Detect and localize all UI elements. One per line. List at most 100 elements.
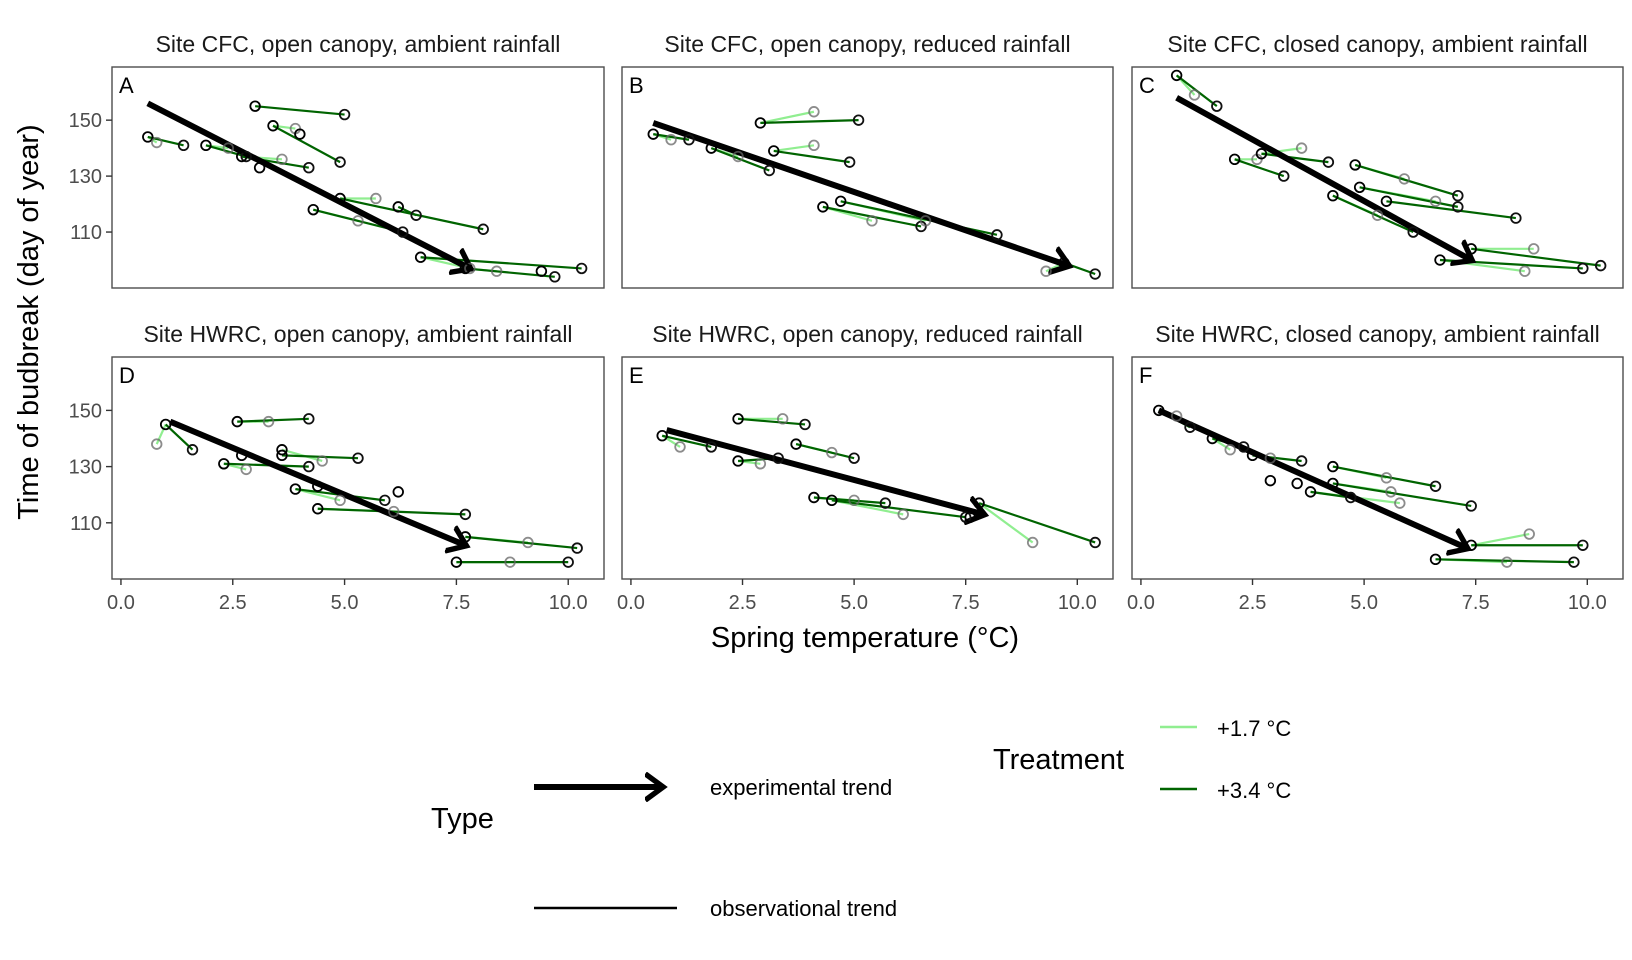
x-tick-label: 10.0 xyxy=(1058,592,1097,614)
data-point xyxy=(464,262,476,275)
trend-line-plus-3-4 xyxy=(831,499,966,519)
data-point xyxy=(459,262,472,275)
trend-line-plus-3-4 xyxy=(1386,200,1517,220)
data-point xyxy=(754,117,767,129)
y-tick-label: 110 xyxy=(70,513,102,535)
data-point xyxy=(459,508,472,521)
y-tick-label: 150 xyxy=(69,110,102,132)
data-point xyxy=(535,265,548,277)
data-point xyxy=(151,136,163,149)
data-point xyxy=(848,494,860,507)
data-point xyxy=(817,201,829,213)
y-axis-title: Time of budbreak (day of year) xyxy=(13,124,45,519)
data-point xyxy=(1465,539,1477,551)
trend-line-plus-1-7 xyxy=(1261,147,1302,155)
data-point xyxy=(504,556,516,568)
data-point xyxy=(316,455,328,467)
trend-line-plus-3-4 xyxy=(1471,247,1601,267)
legend-treatment-title: Treatment xyxy=(993,744,1124,776)
data-point xyxy=(334,494,346,507)
data-point xyxy=(1327,460,1339,473)
data-point xyxy=(772,452,784,464)
data-point xyxy=(334,192,346,205)
data-point xyxy=(732,455,744,467)
panel-b: Site CFC, open canopy, reduced rainfall B xyxy=(621,31,1114,289)
data-point xyxy=(307,203,319,216)
data-point xyxy=(294,128,306,140)
data-point xyxy=(151,438,163,450)
y-tick-label: 130 xyxy=(69,457,102,479)
data-point xyxy=(1385,486,1397,498)
data-point xyxy=(1398,173,1410,185)
panel-e-letter: E xyxy=(629,363,644,388)
panel-c: Site CFC, closed canopy, ambient rainfal… xyxy=(1131,31,1624,289)
data-point xyxy=(1345,491,1357,504)
trend-line-plus-1-7 xyxy=(661,434,681,448)
y-tick-label: 110 xyxy=(70,222,102,244)
experimental-trend-arrow xyxy=(1157,407,1467,548)
x-tick-label: 0.0 xyxy=(617,592,645,614)
data-point xyxy=(218,458,230,470)
legend-type-title: Type xyxy=(431,803,494,835)
data-point xyxy=(991,229,1003,241)
data-point xyxy=(768,145,780,157)
data-point xyxy=(222,142,234,154)
y-tick-label: 150 xyxy=(69,400,102,422)
data-point xyxy=(1528,243,1540,255)
data-point xyxy=(732,413,744,425)
data-point xyxy=(879,497,892,509)
trend-line-plus-3-4 xyxy=(773,149,850,164)
trend-line-plus-3-4 xyxy=(1261,152,1329,164)
experimental-trend-arrow xyxy=(665,427,984,514)
data-point xyxy=(835,195,847,207)
data-point xyxy=(410,209,422,221)
data-point xyxy=(1429,553,1442,566)
panel-b-letter: B xyxy=(629,73,644,98)
data-point xyxy=(392,486,404,498)
data-point xyxy=(919,215,932,227)
trend-line-plus-3-4 xyxy=(653,133,690,141)
x-tick-label: 5.0 xyxy=(1350,592,1378,614)
data-point xyxy=(960,511,972,523)
experimental-trend-arrow xyxy=(652,120,1068,266)
trend-line-plus-3-4 xyxy=(710,147,770,172)
data-point xyxy=(312,480,324,492)
data-point xyxy=(1349,159,1361,171)
x-axis-title: Spring temperature (°C) xyxy=(711,622,1019,654)
data-point xyxy=(799,418,811,431)
data-point xyxy=(1371,209,1384,221)
trend-line-plus-3-4 xyxy=(164,423,194,451)
data-point xyxy=(1170,410,1183,422)
data-point xyxy=(763,164,776,177)
panel-e: Site HWRC, open canopy, reduced rainfall… xyxy=(617,321,1114,614)
data-point xyxy=(790,438,802,450)
data-point xyxy=(1519,265,1531,277)
data-point xyxy=(200,139,212,152)
data-point xyxy=(575,262,588,275)
data-point xyxy=(1304,486,1317,498)
data-point xyxy=(866,215,878,227)
x-tick-label: 5.0 xyxy=(331,592,359,614)
data-point xyxy=(705,142,717,154)
data-point xyxy=(1452,189,1464,202)
legend-label-plus-1-7: +1.7 °C xyxy=(1217,716,1291,741)
data-point xyxy=(1523,528,1535,540)
experimental-trend-arrow xyxy=(1175,95,1472,260)
trend-line-plus-3-4 xyxy=(1435,558,1574,564)
panel-b-title: Site CFC, open canopy, reduced rainfall xyxy=(664,31,1070,57)
data-point xyxy=(414,251,427,263)
data-point xyxy=(754,458,767,470)
data-point xyxy=(562,556,574,568)
data-point xyxy=(1206,432,1219,445)
data-point xyxy=(1089,268,1101,280)
panel-f-border xyxy=(1131,356,1624,580)
trend-line-plus-3-4 xyxy=(661,434,712,448)
data-point xyxy=(1264,474,1277,487)
data-point xyxy=(303,162,315,174)
data-point xyxy=(1188,89,1201,101)
data-point xyxy=(808,106,820,118)
data-point xyxy=(1465,243,1477,255)
data-point xyxy=(240,150,252,163)
trend-line-plus-3-4 xyxy=(978,502,1096,544)
